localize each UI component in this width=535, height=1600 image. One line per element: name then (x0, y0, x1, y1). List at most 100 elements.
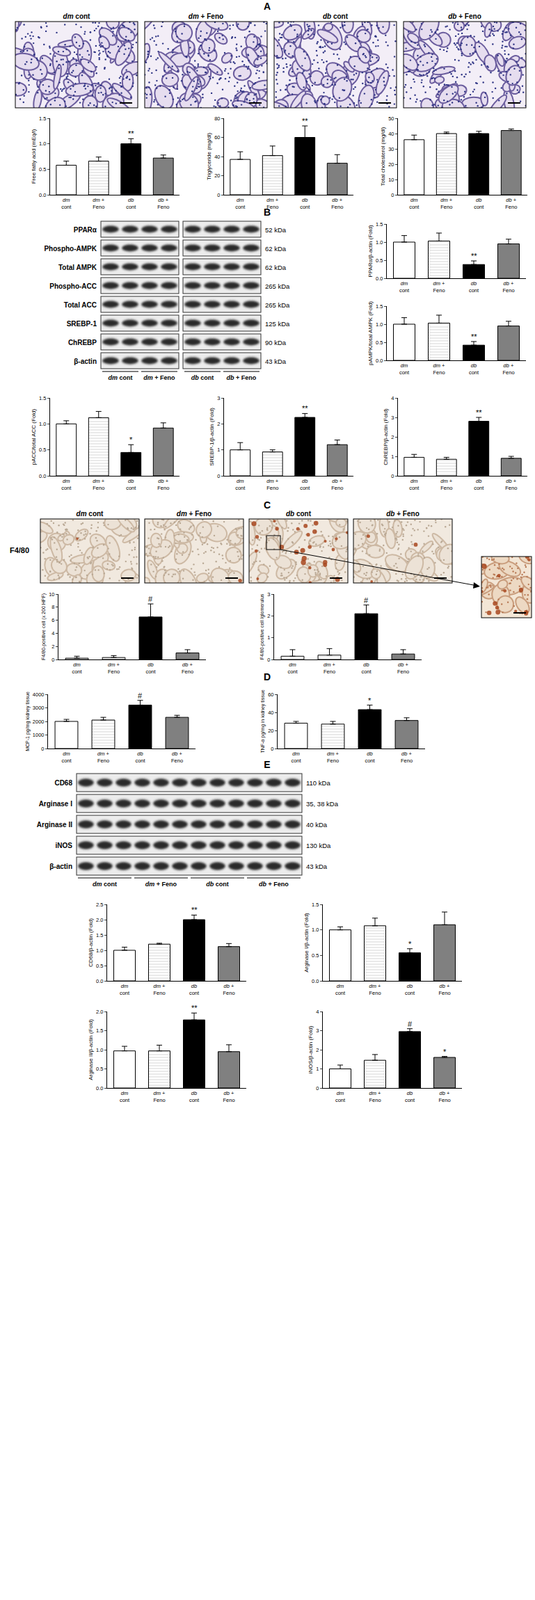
svg-text:SREBP-1: SREBP-1 (66, 320, 98, 328)
svg-text:Phospho-ACC: Phospho-ACC (49, 282, 97, 291)
svg-text:dm +Feno: dm +Feno (153, 983, 166, 997)
svg-text:6: 6 (51, 617, 55, 624)
svg-text:db +Feno: db +Feno (331, 196, 343, 211)
svg-text:50: 50 (388, 115, 394, 122)
svg-text:20: 20 (388, 161, 394, 168)
svg-text:dbcont: dbcont (299, 196, 311, 211)
svg-text:D: D (263, 671, 271, 683)
svg-text:60: 60 (267, 691, 274, 698)
svg-text:0.5: 0.5 (311, 952, 319, 959)
svg-text:ChREBP: ChREBP (68, 338, 97, 347)
svg-text:db cont: db cont (205, 880, 229, 888)
svg-text:dbcont: dbcont (473, 477, 485, 492)
svg-text:2: 2 (267, 612, 270, 620)
svg-text:1.0: 1.0 (96, 1047, 103, 1054)
svg-text:0.5: 0.5 (375, 257, 383, 264)
svg-text:dm cont: dm cont (76, 509, 105, 518)
svg-text:40: 40 (388, 130, 394, 138)
svg-text:MCP-1 pg/mg kidney tissue: MCP-1 pg/mg kidney tissue (25, 691, 31, 752)
svg-text:1.5: 1.5 (38, 395, 46, 402)
svg-text:1.0: 1.0 (311, 926, 319, 933)
svg-text:dmcont: dmcont (335, 983, 346, 997)
svg-text:1.5: 1.5 (375, 303, 383, 310)
svg-text:0: 0 (270, 745, 274, 753)
svg-text:dbcont: dbcont (125, 477, 137, 492)
svg-text:20: 20 (214, 172, 220, 179)
svg-text:dm +Feno: dm +Feno (323, 661, 337, 675)
svg-text:1.5: 1.5 (96, 1027, 103, 1034)
svg-text:dmcont: dmcont (119, 1090, 131, 1104)
svg-text:dm +Feno: dm +Feno (368, 983, 382, 997)
svg-text:1: 1 (217, 446, 220, 453)
svg-text:3000: 3000 (32, 704, 45, 712)
svg-text:1.0: 1.0 (38, 420, 46, 428)
svg-text:dm +Feno: dm +Feno (97, 750, 110, 764)
svg-text:130 kDa: 130 kDa (306, 841, 332, 850)
svg-text:db cont: db cont (322, 12, 349, 21)
svg-text:Arginase I/β-actin (Fold): Arginase I/β-actin (Fold) (303, 912, 310, 973)
svg-text:1: 1 (267, 634, 270, 641)
svg-text:43 kDa: 43 kDa (265, 357, 287, 366)
svg-text:Arginase I: Arginase I (38, 800, 74, 808)
svg-text:**: ** (191, 1004, 198, 1013)
svg-text:dbcont: dbcont (473, 196, 485, 211)
svg-text:db +Feno: db +Feno (222, 983, 235, 997)
svg-text:db +Feno: db +Feno (181, 661, 194, 675)
svg-text:43 kDa: 43 kDa (306, 862, 328, 871)
svg-text:dm + Feno: dm + Feno (143, 374, 176, 382)
svg-text:db +Feno: db +Feno (505, 196, 517, 211)
svg-text:4: 4 (51, 630, 55, 637)
svg-text:4000: 4000 (32, 691, 45, 698)
svg-text:Total AMPK: Total AMPK (58, 263, 98, 272)
svg-text:60: 60 (214, 134, 220, 141)
svg-text:1.0: 1.0 (96, 947, 103, 954)
svg-text:dbcont: dbcont (145, 661, 156, 675)
svg-text:0.0: 0.0 (38, 473, 46, 480)
svg-text:0: 0 (390, 473, 394, 480)
svg-text:Triglyceride (mg/dl): Triglyceride (mg/dl) (205, 132, 213, 181)
svg-text:dm +Feno: dm +Feno (92, 477, 106, 492)
svg-text:dm +Feno: dm +Feno (153, 1090, 166, 1104)
svg-text:0.0: 0.0 (311, 978, 319, 985)
svg-text:dm +Feno: dm +Feno (368, 1090, 382, 1104)
svg-text:110 kDa: 110 kDa (306, 779, 331, 787)
svg-text:265 kDa: 265 kDa (265, 282, 291, 291)
svg-text:β-actin: β-actin (49, 862, 73, 871)
svg-text:62 kDa: 62 kDa (265, 244, 287, 253)
svg-text:1.5: 1.5 (96, 932, 103, 939)
svg-text:dmcont: dmcont (235, 196, 246, 211)
svg-text:dmcont: dmcont (399, 362, 410, 376)
svg-text:dmcont: dmcont (71, 661, 83, 675)
svg-text:40: 40 (267, 709, 274, 716)
svg-text:db cont: db cont (285, 509, 312, 518)
svg-text:0.0: 0.0 (96, 1085, 103, 1092)
svg-text:*: * (129, 435, 133, 444)
svg-text:1: 1 (390, 453, 394, 460)
svg-text:F4/80: F4/80 (9, 546, 30, 555)
svg-text:90 kDa: 90 kDa (265, 338, 287, 347)
svg-text:db +Feno: db +Feno (505, 477, 517, 492)
svg-text:#: # (137, 691, 143, 700)
svg-text:db +Feno: db +Feno (438, 983, 451, 997)
svg-text:dbcont: dbcont (404, 983, 416, 997)
svg-text:dmcont: dmcont (119, 983, 131, 997)
svg-text:2: 2 (315, 1047, 319, 1054)
svg-text:40: 40 (214, 153, 220, 161)
svg-text:db +Feno: db +Feno (397, 661, 410, 675)
svg-text:62 kDa: 62 kDa (265, 263, 287, 272)
svg-text:dm + Feno: dm + Feno (176, 509, 212, 518)
svg-text:db + Feno: db + Feno (386, 509, 420, 518)
svg-text:1: 1 (315, 1065, 319, 1073)
svg-text:dbcont: dbcont (361, 661, 372, 675)
svg-text:**: ** (470, 332, 478, 341)
svg-text:2: 2 (390, 434, 394, 441)
svg-text:dbcont: dbcont (404, 1090, 416, 1104)
svg-text:0.0: 0.0 (375, 275, 383, 282)
svg-text:1.5: 1.5 (38, 115, 46, 122)
svg-text:db +Feno: db +Feno (331, 477, 343, 492)
svg-text:**: ** (470, 251, 478, 261)
svg-text:0: 0 (51, 656, 55, 664)
svg-text:db + Feno: db + Feno (226, 374, 257, 382)
svg-text:2: 2 (51, 643, 55, 650)
svg-text:265 kDa: 265 kDa (265, 301, 291, 309)
